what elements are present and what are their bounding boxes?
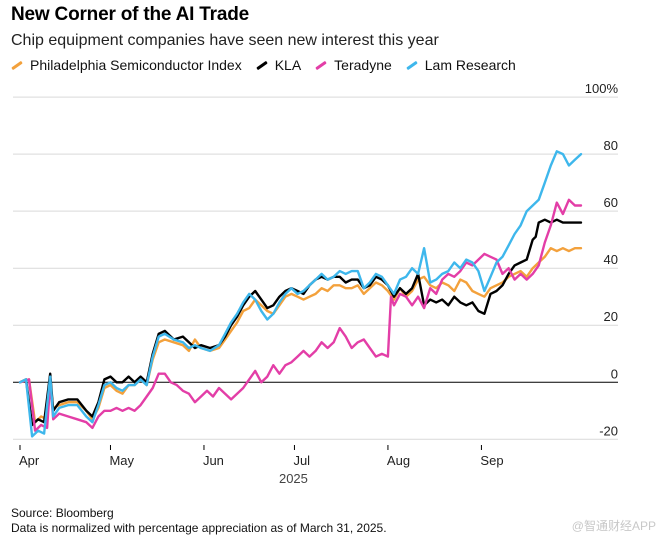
series-line-sox (18, 247, 583, 424)
chart-subtitle: Chip equipment companies have seen new i… (11, 32, 439, 49)
legend-item-sox: Philadelphia Semiconductor Index (11, 57, 242, 73)
x-tick-label: Jul (293, 453, 310, 468)
normalization-note: Data is normalized with percentage appre… (11, 521, 387, 535)
y-tick-label: -20 (599, 423, 618, 438)
x-tick-label: Sep (480, 453, 503, 468)
legend-label-lam: Lam Research (424, 57, 516, 73)
legend-label-sox: Philadelphia Semiconductor Index (30, 57, 242, 73)
y-tick-label: 20 (604, 309, 618, 324)
x-tick-label: Apr (19, 453, 40, 468)
chart-title: New Corner of the AI Trade (11, 4, 249, 25)
series-line-lam (18, 150, 583, 438)
legend-item-kla: KLA (255, 57, 302, 73)
x-year-label: 2025 (279, 471, 308, 486)
chart-legend: Philadelphia Semiconductor Index KLA Ter… (11, 57, 530, 73)
source-note: Source: Bloomberg (11, 506, 114, 520)
y-tick-label: 60 (604, 195, 618, 210)
x-tick-label: May (109, 453, 134, 468)
y-tick-label: 0 (611, 366, 618, 381)
legend-label-kla: KLA (274, 57, 302, 73)
y-tick-label: 40 (604, 252, 618, 267)
series-line-teradyne (18, 198, 583, 432)
x-tick-label: Jun (203, 453, 224, 468)
x-tick-label: Aug (387, 453, 410, 468)
legend-item-lam: Lam Research (405, 57, 516, 73)
watermark: @智通财经APP (571, 519, 656, 533)
y-tick-label: 80 (604, 138, 618, 153)
legend-item-teradyne: Teradyne (315, 57, 392, 73)
series-line-kla (18, 218, 583, 427)
legend-label-teradyne: Teradyne (334, 57, 392, 73)
y-tick-label: 100% (585, 81, 619, 96)
